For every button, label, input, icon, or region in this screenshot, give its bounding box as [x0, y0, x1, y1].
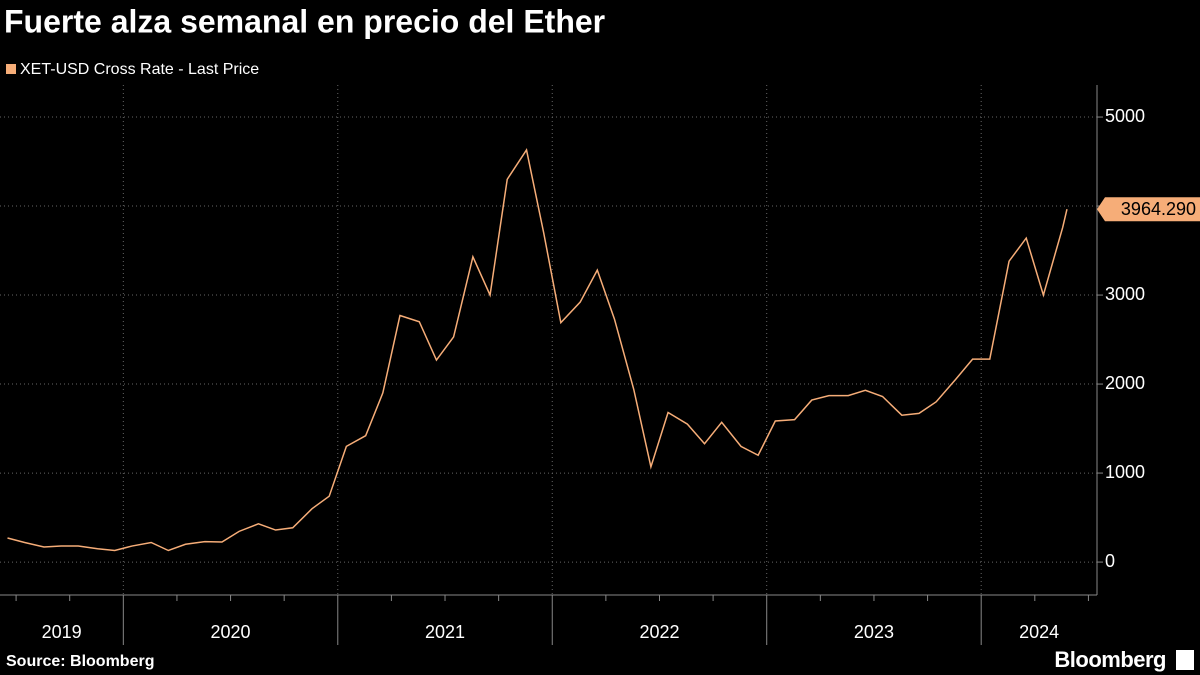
y-tick-label: 1000: [1105, 462, 1145, 482]
brand-icon: [1176, 650, 1194, 670]
x-tick-label: 2022: [639, 622, 679, 642]
y-tick-label: 5000: [1105, 106, 1145, 126]
y-tick-label: 3000: [1105, 284, 1145, 304]
x-tick-label: 2019: [42, 622, 82, 642]
last-price-tag: [1097, 197, 1200, 222]
last-price-label: 3964.290: [1121, 199, 1196, 219]
y-tick-label: 2000: [1105, 373, 1145, 393]
x-tick-label: 2024: [1019, 622, 1059, 642]
legend-label: XET-USD Cross Rate - Last Price: [20, 61, 259, 78]
x-tick-label: 2021: [425, 622, 465, 642]
x-tick-label: 2020: [211, 622, 251, 642]
source: Source: Bloomberg: [6, 653, 154, 670]
x-tick-label: 2023: [854, 622, 894, 642]
legend-swatch: [6, 64, 16, 74]
y-tick-label: 0: [1105, 551, 1115, 571]
price-line: [7, 148, 1068, 552]
chart-title: Fuerte alza semanal en precio del Ether: [4, 3, 605, 39]
brand: Bloomberg: [1054, 647, 1166, 672]
